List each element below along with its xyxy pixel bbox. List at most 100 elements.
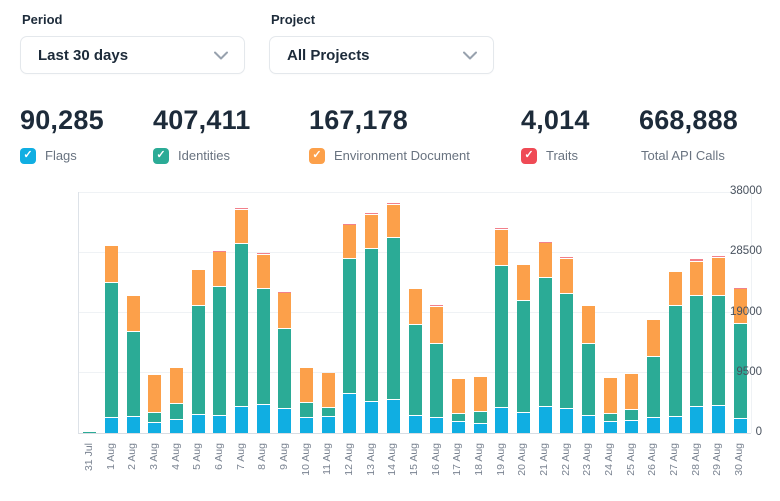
- chart-plot: [78, 191, 752, 434]
- x-axis-tick-label: 19 Aug: [494, 443, 507, 476]
- stat-identities: 407,411 ✓ Identities: [153, 105, 309, 164]
- bar-segment: [625, 374, 639, 410]
- project-dropdown-value: All Projects: [287, 46, 370, 64]
- bar-segment: [646, 357, 660, 419]
- bar-segment: [235, 407, 249, 433]
- stat-environment-document: 167,178 ✓ Environment Document: [309, 105, 521, 164]
- bar-segment: [213, 252, 227, 287]
- bar-segment: [191, 270, 205, 307]
- bar-segment: [581, 344, 595, 417]
- bar-segment: [235, 210, 249, 244]
- bar-segment: [300, 418, 314, 433]
- bar-stack: [278, 291, 292, 433]
- bar-stack: [733, 287, 747, 433]
- bar-segment: [365, 213, 379, 216]
- stats-row: 90,285 ✓ Flags 407,411 ✓ Identities 167,…: [20, 105, 770, 164]
- bar-segment: [690, 407, 704, 433]
- x-axis-tick-label: 13 Aug: [364, 443, 377, 476]
- x-axis-tick-label: 26 Aug: [646, 443, 659, 476]
- bar-segment: [170, 404, 184, 420]
- bar-segment: [321, 417, 335, 433]
- period-filter-group: Period Last 30 days: [20, 10, 245, 74]
- stat-value: 90,285: [20, 105, 104, 135]
- bar-segment: [343, 258, 357, 394]
- bar-segment: [603, 422, 617, 433]
- bar-segment: [733, 418, 747, 433]
- bar-segment: [646, 418, 660, 433]
- bar-segment: [256, 253, 270, 256]
- bar-segment: [538, 243, 552, 279]
- bar-segment: [430, 305, 444, 308]
- x-axis-tick-label: 10 Aug: [299, 443, 312, 476]
- x-axis-tick-label: 23 Aug: [581, 443, 594, 476]
- bar-segment: [365, 248, 379, 402]
- bar-segment: [126, 417, 140, 433]
- x-axis-tick-label: 21 Aug: [538, 443, 551, 476]
- bar-segment: [343, 224, 357, 226]
- bar-segment: [560, 408, 574, 433]
- bar-segment: [105, 283, 119, 419]
- bar-stack: [516, 265, 530, 433]
- bar-segment: [191, 306, 205, 415]
- bar-segment: [733, 288, 747, 324]
- bar-segment: [430, 417, 444, 433]
- bar-segment: [126, 332, 140, 418]
- stat-value: 167,178: [309, 105, 408, 135]
- bar-segment: [343, 225, 357, 259]
- bar-segment: [690, 296, 704, 408]
- bar-stack: [386, 203, 400, 433]
- stat-label: Total API Calls: [641, 148, 725, 163]
- bar-segment: [148, 375, 162, 414]
- bar-segment: [148, 423, 162, 433]
- stat-value: 668,888: [639, 105, 738, 135]
- y-axis-tick-label: 38000: [730, 185, 762, 197]
- x-axis-tick-label: 4 Aug: [169, 443, 182, 470]
- bar-segment: [711, 258, 725, 296]
- x-axis-tick-label: 31 Jul: [82, 443, 95, 472]
- bar-stack: [581, 306, 595, 433]
- bar-segment: [105, 245, 119, 284]
- bar-segment: [386, 238, 400, 401]
- bar-segment: [495, 227, 509, 230]
- bar-segment: [213, 416, 227, 433]
- bar-segment: [256, 404, 270, 433]
- bar-segment: [83, 431, 97, 433]
- bar-segment: [148, 413, 162, 424]
- y-axis-tick-label: 0: [755, 426, 762, 438]
- bar-segment: [386, 400, 400, 433]
- bar-segment: [256, 288, 270, 405]
- period-label: Period: [22, 12, 63, 27]
- x-axis-tick-label: 27 Aug: [668, 443, 681, 476]
- period-dropdown[interactable]: Last 30 days: [20, 36, 245, 74]
- x-axis-tick-label: 8 Aug: [256, 443, 269, 470]
- x-axis-tick-label: 12 Aug: [342, 443, 355, 476]
- bar-stack: [473, 377, 487, 433]
- traits-checkbox[interactable]: ✓: [521, 147, 537, 164]
- bar-stack: [256, 253, 270, 433]
- bar-segment: [495, 230, 509, 267]
- bar-segment: [495, 266, 509, 409]
- bar-segment: [235, 208, 249, 211]
- bar-stack: [646, 320, 660, 433]
- x-axis-tick-label: 6 Aug: [212, 443, 225, 470]
- environment-document-checkbox[interactable]: ✓: [309, 147, 325, 164]
- flags-checkbox[interactable]: ✓: [20, 147, 36, 164]
- project-dropdown[interactable]: All Projects: [269, 36, 494, 74]
- identities-checkbox[interactable]: ✓: [153, 147, 169, 164]
- bar-stack: [603, 378, 617, 433]
- x-axis-tick-label: 9 Aug: [277, 443, 290, 470]
- bar-stack: [83, 431, 97, 433]
- x-axis-tick-label: 16 Aug: [429, 443, 442, 476]
- stat-label: Traits: [546, 148, 579, 163]
- bar-segment: [278, 291, 292, 293]
- bar-segment: [473, 412, 487, 424]
- stat-label: Flags: [45, 148, 77, 163]
- api-usage-chart: 0 9500 19000 28500 38000 31 Jul 1 Aug 2 Aug 3 Au…: [20, 185, 770, 495]
- bar-segment: [646, 320, 660, 358]
- project-filter-group: Project All Projects: [269, 10, 494, 74]
- x-axis-tick-label: 22 Aug: [559, 443, 572, 476]
- bar-segment: [690, 259, 704, 262]
- x-axis-tick-label: 14 Aug: [386, 443, 399, 476]
- x-axis-tick-label: 11 Aug: [321, 443, 334, 475]
- bar-segment: [408, 416, 422, 433]
